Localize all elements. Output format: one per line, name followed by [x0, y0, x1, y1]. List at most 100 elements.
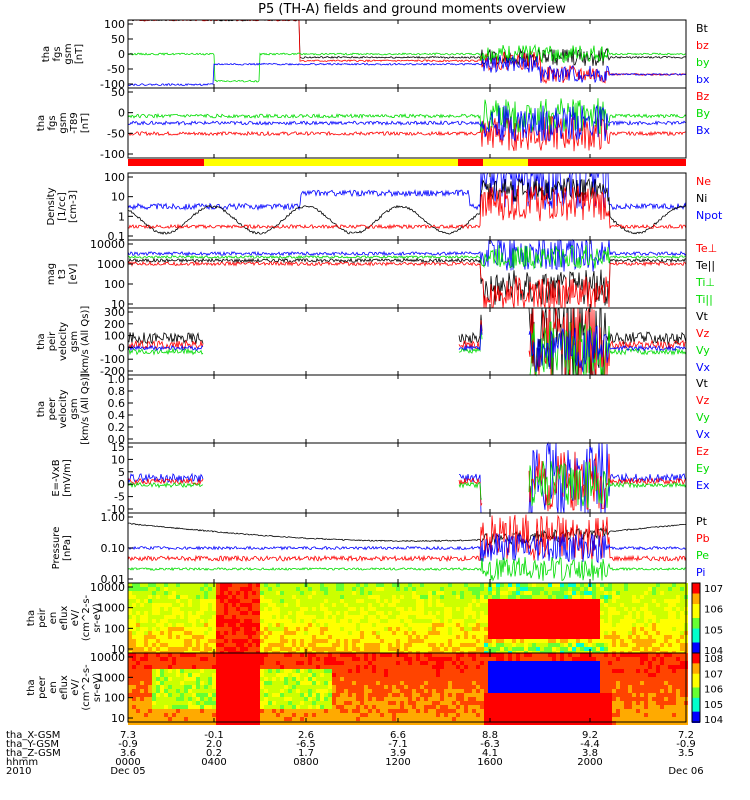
spectrogram-cell	[656, 599, 660, 603]
spectrogram-cell	[504, 639, 508, 643]
spectrogram-cell	[340, 677, 344, 681]
spectrogram-cell	[156, 665, 160, 669]
spectrogram-cell	[200, 653, 204, 657]
spectrogram-cell	[572, 717, 576, 721]
spectrogram-cell	[388, 669, 392, 673]
spectrogram-cell	[148, 693, 152, 697]
spectrogram-cell	[424, 693, 428, 697]
spectrogram-cell	[304, 677, 308, 681]
spectrogram-cell	[368, 603, 372, 607]
spectrogram-cell	[376, 603, 380, 607]
spectrogram-cell	[416, 623, 420, 627]
spectrogram-cell	[420, 603, 424, 607]
spectrogram-cell	[132, 631, 136, 635]
spectrogram-cell	[656, 623, 660, 627]
spectrogram-cell	[260, 631, 264, 635]
spectrogram-cell	[664, 643, 668, 647]
spectrogram-cell	[164, 709, 168, 713]
spectrogram-cell	[580, 689, 584, 693]
spectrogram-cell	[680, 647, 684, 651]
spectrogram-cell	[204, 657, 208, 661]
spectrogram-cell	[220, 689, 224, 693]
spectrogram-cell	[524, 657, 528, 661]
spectrogram-cell	[476, 623, 480, 627]
spectrogram-cell	[176, 657, 180, 661]
spectrogram-cell	[324, 677, 328, 681]
spectrogram-cell	[676, 595, 680, 599]
spectrogram-cell	[452, 709, 456, 713]
spectrogram-cell	[344, 607, 348, 611]
spectrogram-cell	[228, 661, 232, 665]
spectrogram-cell	[248, 619, 252, 623]
spectrogram-cell	[516, 709, 520, 713]
spectrogram-cell	[536, 591, 540, 595]
spectrogram-cell	[448, 657, 452, 661]
spectrogram-cell	[320, 599, 324, 603]
spectrogram-cell	[328, 701, 332, 705]
spectrogram-cell	[216, 611, 220, 615]
spectrogram-cell	[232, 721, 236, 725]
spectrogram-cell	[456, 599, 460, 603]
spectrogram-cell	[516, 693, 520, 697]
spectrogram-cell	[140, 583, 144, 587]
spectrogram-cell	[316, 607, 320, 611]
spectrogram-cell	[588, 599, 592, 603]
spectrogram-cell	[312, 701, 316, 705]
spectrogram-cell	[204, 635, 208, 639]
spectrogram-cell	[328, 693, 332, 697]
spectrogram-cell	[360, 689, 364, 693]
spectrogram-cell	[584, 685, 588, 689]
spectrogram-cell	[300, 697, 304, 701]
y-axis-label-line: -T89	[69, 112, 80, 134]
spectrogram-cell	[236, 717, 240, 721]
spectrogram-cell	[392, 681, 396, 685]
spectrogram-cell	[628, 619, 632, 623]
y-tick-label: 5	[118, 466, 125, 479]
spectrogram-cell	[652, 587, 656, 591]
spectrogram-cell	[532, 701, 536, 705]
spectrogram-cell	[352, 639, 356, 643]
spectrogram-cell	[548, 639, 552, 643]
spectrogram-cell	[332, 717, 336, 721]
spectrogram-cell	[596, 657, 600, 661]
spectrogram-cell	[236, 591, 240, 595]
spectrogram-cell	[184, 623, 188, 627]
spectrogram-cell	[352, 717, 356, 721]
spectrogram-cell	[136, 721, 140, 725]
spectrogram-cell	[272, 689, 276, 693]
spectrogram-cell	[504, 643, 508, 647]
spectrogram-cell	[172, 631, 176, 635]
spectrogram-cell	[660, 631, 664, 635]
spectrogram-cell	[572, 639, 576, 643]
spectrogram-cell	[380, 705, 384, 709]
spectrogram-cell	[432, 705, 436, 709]
spectrogram-cell	[172, 623, 176, 627]
plot-title: P5 (TH-A) fields and ground moments over…	[258, 2, 566, 17]
spectrogram-cell	[296, 599, 300, 603]
spectrogram-cell	[544, 677, 548, 681]
spectrogram-cell	[348, 701, 352, 705]
spectrogram-cell	[500, 653, 504, 657]
spectrogram-cell	[480, 599, 484, 603]
spectrogram-cell	[460, 611, 464, 615]
spectrogram-cell	[364, 615, 368, 619]
spectrogram-cell	[492, 587, 496, 591]
spectrogram-cell	[492, 603, 496, 607]
spectrogram-cell	[204, 705, 208, 709]
spectrogram-cell	[272, 721, 276, 725]
spectrogram-cell	[376, 635, 380, 639]
spectrogram-cell	[284, 673, 288, 677]
spectrogram-cell	[620, 631, 624, 635]
spectrogram-cell	[164, 587, 168, 591]
spectrogram-cell	[336, 673, 340, 677]
spectrogram-cell	[444, 681, 448, 685]
spectrogram-cell	[248, 631, 252, 635]
spectrogram-cell	[400, 657, 404, 661]
y-axis-label-line: gsm	[69, 398, 80, 419]
spectrogram-cell	[444, 713, 448, 717]
spectrogram-cell	[352, 661, 356, 665]
spectrogram-cell	[344, 665, 348, 669]
spectrogram-cell	[216, 705, 220, 709]
spectrogram-cell	[300, 631, 304, 635]
spectrogram-cell	[196, 611, 200, 615]
